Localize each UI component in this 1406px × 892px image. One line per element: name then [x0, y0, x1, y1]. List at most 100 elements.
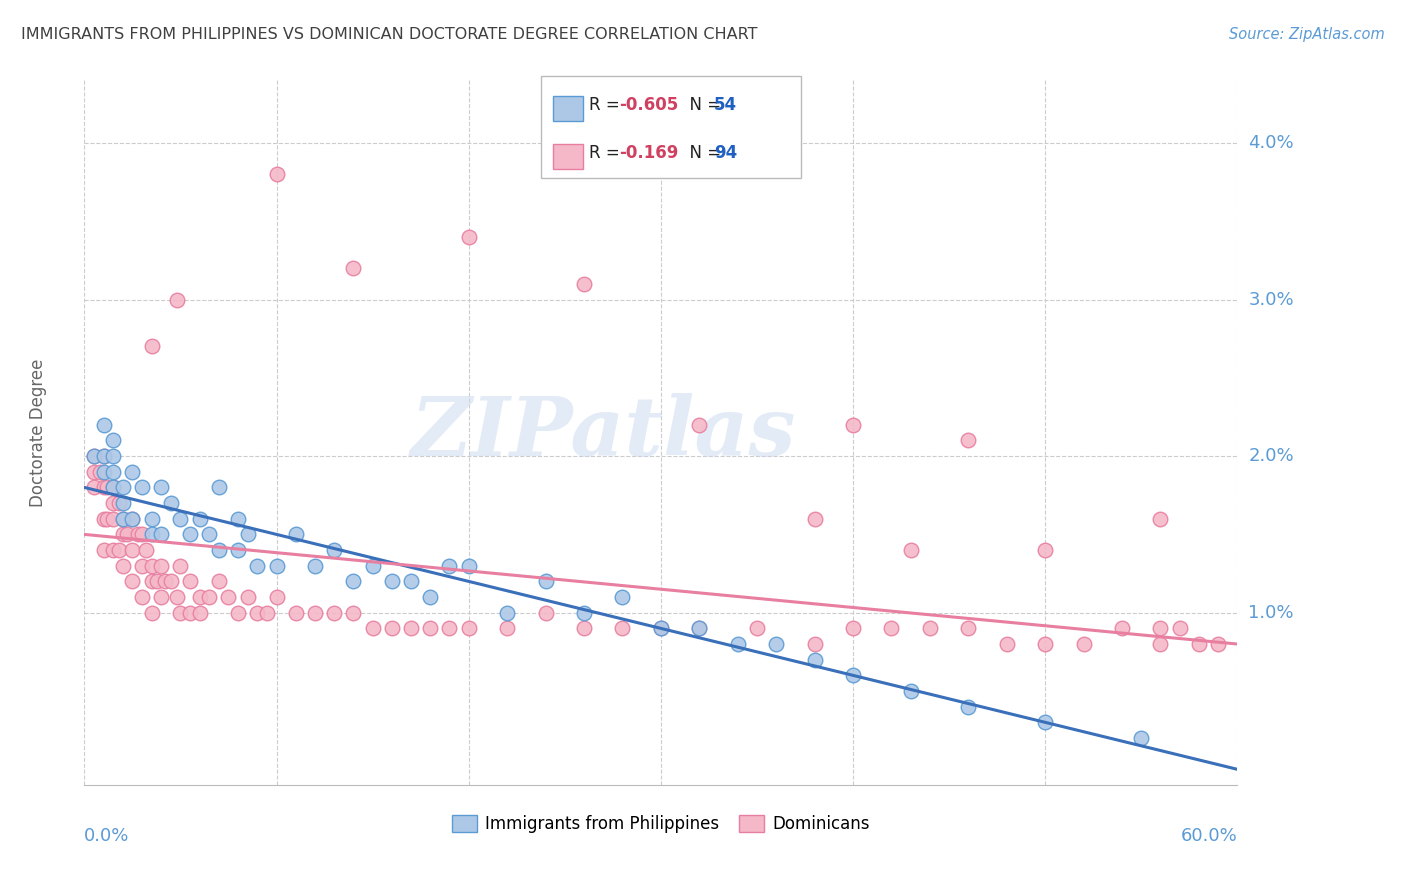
Point: [103, 543, 124, 558]
Point: [131, 590, 153, 604]
Point: [127, 527, 149, 541]
Text: 3.0%: 3.0%: [1249, 291, 1294, 309]
Point: [342, 606, 364, 620]
Point: [745, 621, 768, 635]
Text: -0.169: -0.169: [619, 144, 678, 161]
Point: [103, 496, 124, 510]
Point: [150, 480, 173, 494]
Point: [188, 606, 211, 620]
Point: [103, 465, 124, 479]
Point: [131, 558, 153, 573]
Point: [246, 558, 269, 573]
Point: [1188, 637, 1211, 651]
Point: [169, 606, 191, 620]
Point: [842, 668, 865, 682]
Point: [188, 590, 211, 604]
Point: [266, 558, 288, 573]
Point: [323, 606, 346, 620]
Text: 60.0%: 60.0%: [1181, 827, 1237, 846]
Point: [236, 527, 259, 541]
Point: [103, 449, 124, 463]
Point: [1033, 637, 1056, 651]
Point: [650, 621, 672, 635]
Point: [727, 637, 749, 651]
Point: [150, 558, 173, 573]
Point: [208, 480, 231, 494]
Point: [381, 574, 404, 589]
Point: [266, 167, 288, 181]
Point: [650, 621, 672, 635]
Point: [342, 261, 364, 276]
Point: [141, 574, 163, 589]
Point: [115, 527, 138, 541]
Point: [179, 574, 201, 589]
Point: [900, 543, 922, 558]
Point: [111, 480, 134, 494]
Point: [803, 512, 825, 526]
Point: [1033, 715, 1056, 730]
Point: [141, 512, 163, 526]
Text: ZIPatlas: ZIPatlas: [411, 392, 796, 473]
Point: [323, 543, 346, 558]
Text: R =: R =: [589, 144, 626, 161]
Legend: Immigrants from Philippines, Dominicans: Immigrants from Philippines, Dominicans: [446, 808, 876, 840]
Point: [399, 621, 422, 635]
Point: [1206, 637, 1229, 651]
Text: IMMIGRANTS FROM PHILIPPINES VS DOMINICAN DOCTORATE DEGREE CORRELATION CHART: IMMIGRANTS FROM PHILIPPINES VS DOMINICAN…: [21, 27, 758, 42]
Point: [266, 590, 288, 604]
Point: [146, 574, 169, 589]
Point: [141, 339, 163, 353]
Point: [96, 512, 118, 526]
Text: 94: 94: [714, 144, 738, 161]
Point: [439, 558, 461, 573]
Point: [226, 606, 249, 620]
Point: [688, 417, 710, 432]
Point: [131, 480, 153, 494]
Point: [103, 512, 124, 526]
Point: [534, 606, 557, 620]
Point: [83, 449, 105, 463]
Text: 4.0%: 4.0%: [1249, 134, 1294, 152]
Point: [457, 230, 479, 244]
Point: [496, 606, 519, 620]
Point: [534, 574, 557, 589]
Point: [226, 512, 249, 526]
Point: [188, 512, 211, 526]
Point: [198, 590, 221, 604]
Point: [141, 606, 163, 620]
Text: Source: ZipAtlas.com: Source: ZipAtlas.com: [1229, 27, 1385, 42]
Text: 0.0%: 0.0%: [84, 827, 129, 846]
Point: [103, 480, 124, 494]
Point: [918, 621, 941, 635]
Point: [236, 590, 259, 604]
Point: [108, 543, 131, 558]
Point: [153, 574, 176, 589]
Point: [160, 574, 183, 589]
Point: [842, 417, 865, 432]
Text: 54: 54: [714, 95, 737, 113]
Point: [198, 527, 221, 541]
Point: [83, 465, 105, 479]
Point: [342, 574, 364, 589]
Point: [169, 558, 191, 573]
Point: [121, 574, 143, 589]
Point: [256, 606, 278, 620]
Point: [1149, 512, 1171, 526]
Point: [150, 527, 173, 541]
Point: [688, 621, 710, 635]
Point: [419, 621, 441, 635]
Point: [612, 590, 634, 604]
Point: [93, 449, 115, 463]
Point: [208, 543, 231, 558]
Point: [121, 465, 143, 479]
Point: [83, 449, 105, 463]
Point: [121, 512, 143, 526]
Point: [108, 496, 131, 510]
Point: [439, 621, 461, 635]
Point: [226, 543, 249, 558]
Point: [111, 512, 134, 526]
Point: [688, 621, 710, 635]
Point: [135, 543, 157, 558]
Point: [284, 527, 307, 541]
Point: [1168, 621, 1191, 635]
